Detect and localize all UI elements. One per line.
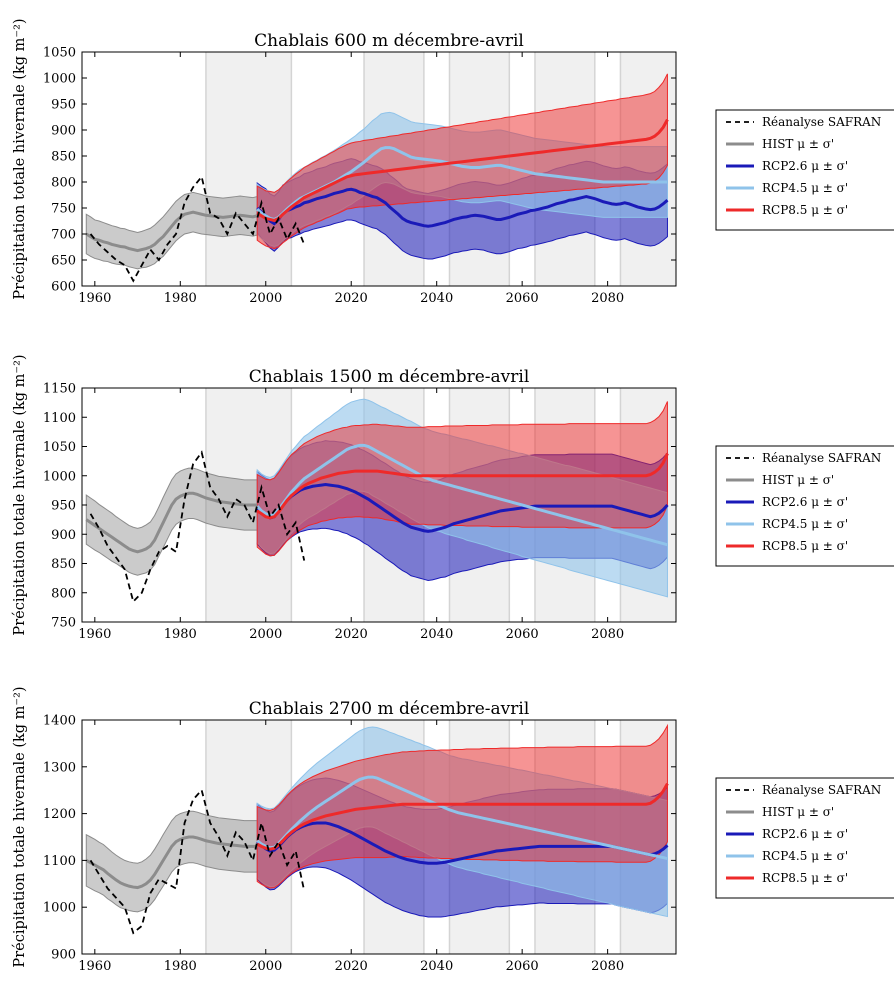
y-tick-label: 1150 xyxy=(43,382,76,397)
x-tick-label: 1980 xyxy=(164,959,197,974)
x-tick-label: 2000 xyxy=(249,959,282,974)
legend: Réanalyse SAFRAN HIST μ ± σ' RCP2.6 μ ± σ'… xyxy=(715,445,894,567)
legend-label: RCP4.5 μ ± σ' xyxy=(762,849,848,863)
legend-label: Réanalyse SAFRAN xyxy=(762,783,881,797)
y-tick-label: 1050 xyxy=(43,46,76,61)
mean-line-1 xyxy=(85,210,258,253)
y-tick-label: 750 xyxy=(51,202,76,217)
x-tick-label: 2040 xyxy=(420,959,453,974)
y-tick-label: 1400 xyxy=(43,714,76,729)
legend-label: RCP8.5 μ ± σ' xyxy=(762,871,848,885)
y-tick-label: 1050 xyxy=(43,440,76,455)
x-tick-label: 2020 xyxy=(335,959,368,974)
y-tick-label: 700 xyxy=(51,228,76,243)
chart-panel-2: 1960 1980 2000 2020 2040 2060 2080 750 800 850 900… xyxy=(12,354,894,642)
axes-frame xyxy=(81,719,677,955)
mean-line-3 xyxy=(256,775,668,860)
mean-line-4 xyxy=(256,782,669,851)
legend-label: HIST μ ± σ' xyxy=(762,473,834,487)
y-tick-label: 850 xyxy=(51,150,76,165)
y-tick-label: 900 xyxy=(51,124,76,139)
y-tick-label: 1000 xyxy=(43,469,76,484)
x-tick-label: 2000 xyxy=(249,291,282,306)
x-tick-label: 1980 xyxy=(164,291,197,306)
y-tick-label: 800 xyxy=(51,586,76,601)
safran-line xyxy=(89,788,306,935)
x-tick-label: 2060 xyxy=(506,627,539,642)
safran-line xyxy=(89,174,306,283)
y-tick-label: 950 xyxy=(51,499,76,514)
mean-line-4 xyxy=(256,118,669,223)
y-tick-label: 800 xyxy=(51,176,76,191)
legend: Réanalyse SAFRAN HIST μ ± σ' RCP2.6 μ ± σ'… xyxy=(715,777,894,899)
legend-label: RCP2.6 μ ± σ' xyxy=(762,827,848,841)
mean-line-2 xyxy=(256,483,669,533)
plot-area xyxy=(85,388,676,622)
x-tick-label: 2080 xyxy=(591,291,624,306)
mean-line-4 xyxy=(256,452,669,520)
shaded-period xyxy=(205,52,292,286)
mean-line-3 xyxy=(256,443,668,547)
y-tick-label: 1000 xyxy=(43,901,76,916)
x-tick-label: 2080 xyxy=(591,959,624,974)
y-tick-label: 1300 xyxy=(43,760,76,775)
y-tick-label: 900 xyxy=(51,528,76,543)
y-tick-label: 1100 xyxy=(43,411,76,426)
y-tick-label: 600 xyxy=(51,280,76,295)
x-tick-label: 2020 xyxy=(335,291,368,306)
y-tick-label: 1000 xyxy=(43,72,76,87)
y-axis-label: Précipitation totale hivernale (kg m⁻²) xyxy=(12,18,28,299)
legend-label: RCP8.5 μ ± σ' xyxy=(762,539,848,553)
x-tick-label: 1960 xyxy=(78,959,111,974)
chart-panel-1: 1960 1980 2000 2020 2040 2060 2080 600 650 700 750… xyxy=(12,18,894,306)
legend-label: RCP2.6 μ ± σ' xyxy=(762,495,848,509)
legend-label: RCP4.5 μ ± σ' xyxy=(762,181,848,195)
chart-title: Chablais 600 m décembre-avril xyxy=(254,31,524,51)
legend-label: RCP2.6 μ ± σ' xyxy=(762,159,848,173)
mean-line-1 xyxy=(85,491,258,554)
chart-panel-3: 1960 1980 2000 2020 2040 2060 2080 900 1000 1100 1… xyxy=(12,686,894,974)
y-tick-label: 1100 xyxy=(43,854,76,869)
chart-title: Chablais 2700 m décembre-avril xyxy=(249,699,530,719)
x-tick-label: 2040 xyxy=(420,291,453,306)
plot-area xyxy=(85,52,676,286)
x-tick-label: 2080 xyxy=(591,627,624,642)
x-tick-label: 2060 xyxy=(506,959,539,974)
legend-label: HIST μ ± σ' xyxy=(762,137,834,151)
y-tick-label: 1200 xyxy=(43,807,76,822)
mean-line-2 xyxy=(256,187,669,228)
axes-frame xyxy=(81,51,677,287)
legend-label: RCP8.5 μ ± σ' xyxy=(762,203,848,217)
y-axis-label: Précipitation totale hivernale (kg m⁻²) xyxy=(12,354,28,635)
y-tick-label: 650 xyxy=(51,254,76,269)
mean-line-2 xyxy=(256,821,669,865)
legend-label: Réanalyse SAFRAN xyxy=(762,451,881,465)
safran-line xyxy=(89,450,306,604)
chart-title: Chablais 1500 m décembre-avril xyxy=(249,367,530,387)
mean-line-1 xyxy=(85,835,258,890)
legend: Réanalyse SAFRAN HIST μ ± σ' RCP2.6 μ ± σ'… xyxy=(715,109,894,231)
x-tick-label: 1960 xyxy=(78,627,111,642)
legend-label: HIST μ ± σ' xyxy=(762,805,834,819)
x-tick-label: 1960 xyxy=(78,291,111,306)
x-tick-label: 2000 xyxy=(249,627,282,642)
x-tick-label: 2060 xyxy=(506,291,539,306)
legend-label: Réanalyse SAFRAN xyxy=(762,115,881,129)
x-tick-label: 2020 xyxy=(335,627,368,642)
y-tick-label: 750 xyxy=(51,616,76,631)
y-tick-label: 950 xyxy=(51,98,76,113)
legend-label: RCP4.5 μ ± σ' xyxy=(762,517,848,531)
x-tick-label: 1980 xyxy=(164,627,197,642)
y-tick-label: 900 xyxy=(51,948,76,963)
plot-area xyxy=(85,720,676,954)
y-axis-label: Précipitation totale hivernale (kg m⁻²) xyxy=(12,686,28,967)
y-tick-label: 850 xyxy=(51,557,76,572)
x-tick-label: 2040 xyxy=(420,627,453,642)
